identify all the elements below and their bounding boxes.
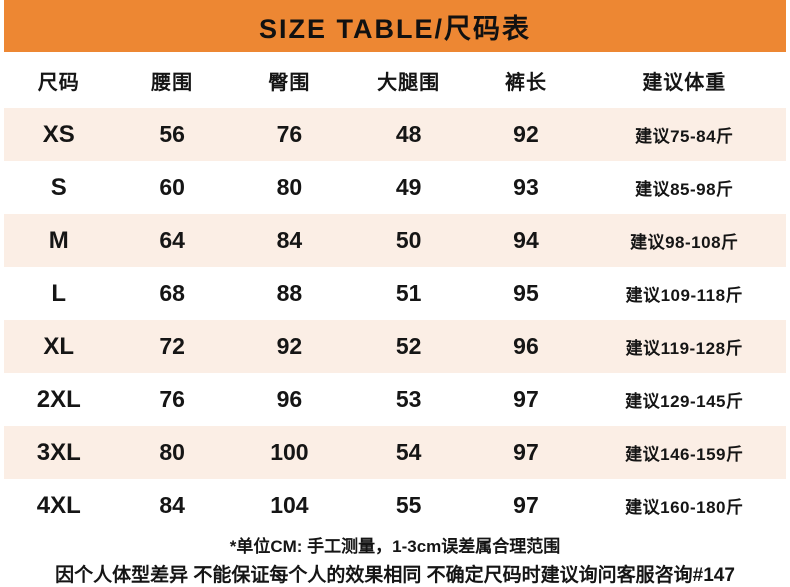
cell-thigh: 55 [395, 492, 422, 518]
cell-length: 95 [513, 280, 539, 306]
size-table: 尺码 腰围 臀围 大腿围 裤长 建议体重 XS 56 76 48 92 建议75-84斤 S… [4, 52, 786, 532]
cell-weight: 建议146-159斤 [625, 445, 744, 464]
cell-weight: 建议160-180斤 [625, 498, 744, 517]
table-row: M 64 84 50 94 建议98-108斤 [4, 214, 786, 267]
cell-size: 3XL [36, 438, 81, 466]
header-waist: 腰围 [113, 52, 231, 108]
note-disclaimer: 因个人体型差异 不能保证每个人的效果相同 不确定尺码时建议询问客服咨询#147 [55, 565, 735, 586]
table-row: S 60 80 49 93 建议85-98斤 [4, 161, 786, 214]
cell-length: 96 [513, 333, 539, 359]
cell-waist: 64 [159, 227, 185, 253]
cell-size: L [51, 279, 67, 307]
cell-weight: 建议119-128斤 [625, 339, 744, 358]
header-thigh: 大腿围 [348, 52, 470, 108]
cell-length: 97 [513, 492, 539, 518]
cell-waist: 72 [159, 333, 185, 359]
header-row: 尺码 腰围 臀围 大腿围 裤长 建议体重 [4, 52, 786, 108]
cell-waist: 60 [159, 174, 185, 200]
size-table-title-bar: SIZE TABLE/尺码表 [4, 0, 786, 52]
cell-hip: 84 [276, 227, 303, 253]
cell-length: 97 [513, 439, 539, 465]
table-row: 4XL 84 104 55 97 建议160-180斤 [4, 479, 786, 532]
cell-thigh: 51 [395, 280, 422, 306]
table-row: 2XL 76 96 53 97 建议129-145斤 [4, 373, 786, 426]
cell-waist: 56 [159, 121, 185, 147]
cell-length: 92 [513, 121, 539, 147]
size-table-header: 尺码 腰围 臀围 大腿围 裤长 建议体重 [4, 52, 786, 108]
cell-hip: 80 [276, 174, 303, 200]
cell-size: XL [43, 332, 75, 360]
cell-weight: 建议75-84斤 [635, 127, 734, 146]
cell-waist: 68 [159, 280, 185, 306]
cell-hip: 92 [276, 333, 303, 359]
cell-waist: 76 [159, 386, 185, 412]
header-weight: 建议体重 [582, 52, 786, 108]
cell-length: 94 [513, 227, 539, 253]
cell-waist: 84 [159, 492, 185, 518]
table-row: 3XL 80 100 54 97 建议146-159斤 [4, 426, 786, 479]
cell-size: 2XL [36, 385, 81, 413]
cell-hip: 76 [276, 121, 303, 147]
cell-size: 4XL [36, 491, 81, 519]
cell-waist: 80 [159, 439, 185, 465]
cell-thigh: 54 [395, 439, 422, 465]
cell-size: XS [42, 120, 75, 148]
table-row: XL 72 92 52 96 建议119-128斤 [4, 320, 786, 373]
table-row: XS 56 76 48 92 建议75-84斤 [4, 108, 786, 161]
table-row: L 68 88 51 95 建议109-118斤 [4, 267, 786, 320]
cell-hip: 100 [270, 439, 309, 465]
cell-thigh: 53 [395, 386, 422, 412]
cell-size: S [50, 173, 67, 201]
cell-thigh: 48 [395, 121, 422, 147]
cell-thigh: 50 [395, 227, 422, 253]
cell-weight: 建议129-145斤 [625, 392, 744, 411]
header-hip: 臀围 [230, 52, 349, 108]
cell-size: M [48, 226, 69, 254]
cell-thigh: 49 [395, 174, 422, 200]
cell-thigh: 52 [395, 333, 422, 359]
cell-hip: 96 [276, 386, 303, 412]
cell-weight: 建议85-98斤 [635, 180, 734, 199]
page-title: SIZE TABLE/尺码表 [258, 13, 531, 44]
header-length: 裤长 [469, 52, 583, 108]
footer-notes: *单位CM: 手工测量，1-3cm误差属合理范围 因个人体型差异 不能保证每个人… [4, 532, 786, 586]
header-size: 尺码 [4, 52, 114, 108]
cell-length: 93 [513, 174, 539, 200]
cell-hip: 104 [270, 492, 309, 518]
size-table-body: XS 56 76 48 92 建议75-84斤 S 60 80 49 93 建议85-98斤 M 64 84… [4, 108, 786, 532]
cell-weight: 建议109-118斤 [625, 286, 744, 305]
cell-weight: 建议98-108斤 [630, 233, 739, 252]
note-units: *单位CM: 手工测量，1-3cm误差属合理范围 [229, 537, 561, 556]
cell-length: 97 [513, 386, 539, 412]
cell-hip: 88 [276, 280, 303, 306]
